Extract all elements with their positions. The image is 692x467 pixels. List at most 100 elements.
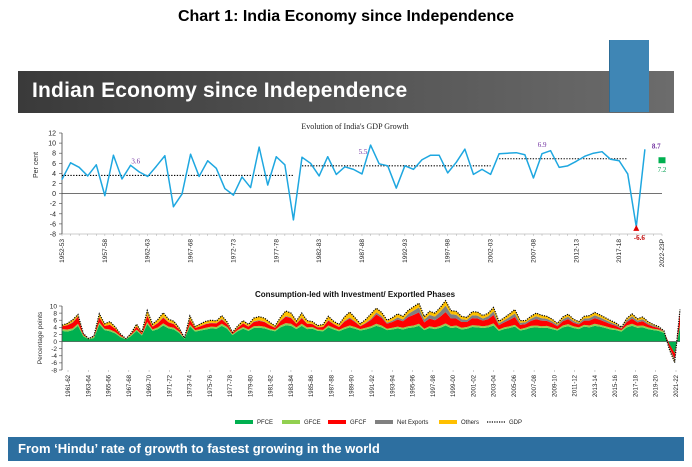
chart-2-x-tick-label: 1993-94 (390, 374, 396, 397)
chart-1-data-point (275, 156, 277, 158)
chart-1-y-tick-label: -4 (50, 211, 56, 218)
chart-1-data-point (627, 173, 629, 175)
chart-1-y-tick-label: -6 (50, 221, 56, 228)
chart-2-x-tick-label: 1961-62 (66, 374, 72, 397)
banner-title: Indian Economy since Independence (32, 79, 408, 102)
banner-tab-decoration (609, 40, 649, 112)
chart-1-data-point (267, 184, 269, 186)
chart-1-data-point (249, 186, 252, 189)
chart-1-y-tick-label: 4 (52, 171, 56, 178)
chart-1-x-tick-label: 1982-83 (316, 239, 323, 263)
chart-1-title: Evolution of India's GDP Growth (301, 122, 408, 131)
chart-2-x-tick-label: 2005-06 (512, 374, 518, 397)
chart-2-x-tick-label: 2003-04 (492, 374, 498, 397)
chart-1-data-point (558, 166, 560, 168)
chart-2-x-tick-label: 1981-82 (269, 374, 275, 397)
chart-2-x-tick-label: 1999-00 (451, 374, 457, 397)
chart-2-x-tick-label: 1991-92 (370, 374, 376, 397)
page-title: Chart 1: India Economy since Independenc… (177, 8, 515, 25)
chart-1-data-point (155, 165, 157, 167)
chart-2-x-tick-label: 2007-08 (532, 374, 538, 397)
chart-1-x-tick-label: 2002-03 (488, 239, 495, 263)
chart-1-data-point (138, 171, 140, 173)
chart-2-y-tick-label: -6 (51, 360, 57, 367)
chart-1-data-point (464, 148, 466, 150)
chart-2-x-tick-label: 1975-76 (208, 374, 214, 397)
chart-2-x-tick-label: 2009-10 (552, 374, 558, 397)
chart-1-data-point (592, 152, 595, 154)
chart-2-y-tick-label: -2 (51, 346, 57, 353)
chart-1-data-point (438, 154, 440, 156)
chart-2-legend-label: GFCE (304, 420, 321, 426)
chart-2-x-tick-label: 1969-70 (147, 374, 153, 397)
chart-1-data-point (335, 173, 337, 176)
chart-2-x-tick-label: 1997-98 (431, 374, 437, 397)
chart-1-data-point (121, 178, 123, 180)
chart-1-data-point (429, 154, 432, 156)
chart-1-x-tick-label: 1992-93 (402, 239, 409, 263)
chart-1-data-point (609, 158, 612, 160)
chart-1-x-tick-label: 1952-53 (59, 239, 66, 263)
chart-1-data-point (61, 178, 63, 181)
chart-1-data-point (232, 194, 235, 196)
chart-2-x-tick-label: 1963-64 (86, 374, 92, 397)
chart-2-y-axis-label: Percentage points (37, 311, 44, 364)
footer-text: From ‘Hindu’ rate of growth to fastest g… (18, 441, 380, 456)
chart-1-x-tick-label: 2012-13 (573, 239, 580, 263)
chart-2-x-tick-label: 1989-90 (350, 374, 356, 397)
chart-1-y-tick-label: -2 (50, 201, 56, 208)
chart-1-data-point (172, 206, 175, 208)
chart-1-data-point (95, 164, 97, 166)
chart-1-data-point (189, 153, 192, 155)
chart-1-data-point (395, 187, 397, 189)
chart-2-legend-swatch (282, 420, 300, 424)
chart-1-data-point (301, 156, 303, 158)
chart-2-legend-swatch (375, 420, 393, 424)
chart-2-y-tick-label: 0 (53, 339, 57, 346)
chart-2-x-tick-label: 1979-80 (248, 374, 254, 397)
chart-1-data-point (404, 165, 406, 167)
chart-1-data-point (618, 160, 620, 162)
chart-1-data-point (507, 152, 509, 154)
chart-1-data-point (215, 167, 217, 169)
chart-1-data-point (472, 173, 475, 176)
chart-2-title: Consumption-led with Investment/ Exportl… (255, 290, 456, 299)
chart-1-data-point (412, 168, 415, 170)
chart-1-peak-label: 8.7 (652, 143, 661, 151)
chart-1-y-axis-label: Per cent (33, 152, 40, 178)
chart-2-x-tick-label: 2001-02 (471, 374, 477, 397)
chart-2-area-gfcf (62, 312, 680, 359)
chart-2-x-tick-label: 1983-84 (289, 374, 295, 397)
chart-2-legend-label: Others (461, 420, 479, 426)
chart-2-y-tick-label: 4 (53, 325, 57, 332)
chart-1-data-point (387, 165, 389, 167)
chart-1-data-point (207, 160, 209, 162)
chart-1-data-point (78, 166, 80, 168)
chart-1-data-point (129, 164, 132, 166)
chart-2-gdp-dotted-line (61, 299, 681, 363)
chart-1-data-point (644, 149, 646, 151)
chart-1-x-tick-label: 2007-08 (530, 239, 537, 263)
footer-banner: From ‘Hindu’ rate of growth to fastest g… (8, 437, 684, 461)
chart-2-x-tick-label: 2015-16 (613, 374, 619, 397)
chart-1-data-point (147, 175, 149, 178)
chart-1-x-tick-label: 1987-88 (359, 239, 366, 263)
chart-1-data-point (575, 160, 577, 162)
chart-2-legend-label: Net Exports (397, 420, 428, 426)
chart-1-data-point (498, 153, 500, 155)
chart-1-x-tick-label: 1977-78 (273, 239, 280, 263)
chart-1-x-tick-label: 1967-68 (188, 239, 195, 263)
chart-1-x-tick-label: 1957-58 (102, 239, 109, 263)
chart-1-data-point (369, 144, 372, 146)
chart-1-data-point (258, 146, 260, 148)
chart-1-data-point (421, 159, 423, 161)
chart-2-legend-swatch (235, 420, 253, 424)
chart-2-x-tick-label: 1971-72 (167, 374, 173, 397)
chart-1-x-tick-label: 2022-23P (659, 239, 666, 267)
chart-2-x-tick-label: 2019-20 (654, 374, 660, 397)
chart-1-y-tick-label: 2 (52, 181, 56, 188)
chart-1-data-point (447, 172, 449, 174)
chart-1-data-point (327, 156, 329, 158)
chart-2-x-tick-label: 1965-66 (107, 374, 113, 397)
